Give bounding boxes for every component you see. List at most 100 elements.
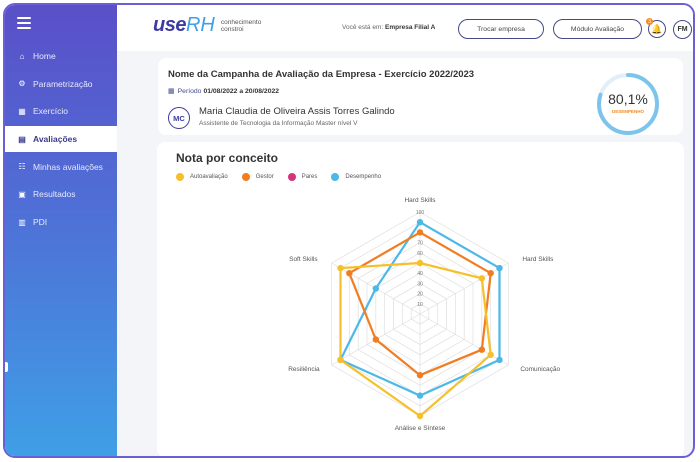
header: use RH conhecimento constroi Você está e… bbox=[117, 5, 693, 51]
sidebar-item-home[interactable]: ⌂ Home bbox=[5, 43, 117, 69]
radar-data-point bbox=[372, 285, 380, 292]
radar-data-point bbox=[496, 356, 503, 364]
radar-data-point bbox=[416, 219, 424, 226]
notification-badge: 3 bbox=[646, 18, 653, 25]
period-value: 01/08/2022 a 20/08/2022 bbox=[203, 87, 280, 95]
campaign-period: ▦ Período 01/08/2022 a 20/08/2022 bbox=[168, 87, 280, 96]
radar-data-point bbox=[416, 392, 424, 399]
clipboard-icon: ▤ bbox=[18, 134, 26, 144]
home-icon: ⌂ bbox=[19, 51, 25, 61]
sidebar-item-pdi[interactable]: ▥ PDI bbox=[5, 209, 117, 235]
legend-item[interactable]: Pares bbox=[287, 173, 318, 181]
chart-card: Nota por conceito Autoavaliação Gestor Par… bbox=[157, 142, 684, 456]
switch-company-button[interactable]: Trocar empresa bbox=[458, 19, 544, 39]
radar-data-point bbox=[372, 336, 380, 343]
radar-tick-label: 60 bbox=[417, 251, 423, 257]
radar-tick-label: 70 bbox=[417, 241, 423, 247]
legend-swatch bbox=[331, 173, 340, 181]
logo-tagline-2: constroi bbox=[220, 25, 244, 33]
sidebar-item-minhas-avaliacoes[interactable]: ☷ Minhas avaliações bbox=[5, 154, 117, 180]
sidebar-item-label: Avaliações bbox=[33, 134, 78, 145]
radar-axis-label: Análise e Síntese bbox=[395, 425, 446, 432]
logo: use RH conhecimento constroi bbox=[153, 14, 261, 37]
user-avatar[interactable]: FM bbox=[673, 20, 692, 39]
radar-data-point bbox=[496, 264, 503, 272]
radar-data-point bbox=[416, 372, 424, 379]
radar-axis-label: Resiliência bbox=[288, 366, 320, 373]
score-ring bbox=[597, 73, 659, 135]
chart-title: Nota por conceito bbox=[176, 151, 279, 165]
list-icon: ☷ bbox=[18, 162, 26, 172]
radar-data-point bbox=[487, 270, 494, 277]
person-role: Assistente de Tecnologia da Informação M… bbox=[199, 120, 358, 127]
legend-item[interactable]: Desempenho bbox=[331, 173, 381, 181]
sidebar-item-label: Resultados bbox=[33, 189, 76, 200]
radar-data-point bbox=[416, 229, 424, 236]
radar-axis-label: Hard Skills bbox=[522, 256, 554, 263]
logo-rh: RH bbox=[185, 14, 215, 36]
radar-data-point bbox=[337, 264, 344, 272]
chart-legend: Autoavaliação Gestor Pares Desempenho bbox=[176, 173, 395, 181]
radar-data-point bbox=[346, 270, 353, 277]
sidebar: ⌂ Home ⚙ Parametrização ▦ Exercício ▤ Avaliaçõe… bbox=[5, 5, 117, 456]
campaign-title: Nome da Campanha de Avaliação da Empresa… bbox=[168, 69, 475, 80]
sidebar-item-exercicio[interactable]: ▦ Exercício bbox=[5, 98, 117, 124]
radar-axis-label: Comunicação bbox=[520, 366, 560, 373]
sidebar-item-label: Parametrização bbox=[33, 78, 93, 89]
bell-icon[interactable]: 🔔 bbox=[648, 20, 666, 38]
radar-data-point bbox=[337, 356, 344, 364]
legend-label: Desempenho bbox=[345, 174, 382, 180]
legend-label: Gestor bbox=[255, 174, 274, 180]
legend-label: Autoavaliação bbox=[190, 174, 228, 180]
legend-label: Pares bbox=[301, 174, 318, 180]
radar-spoke bbox=[419, 313, 509, 366]
gear-icon: ⚙ bbox=[18, 79, 26, 89]
sidebar-item-resultados[interactable]: ▣ Resultados bbox=[5, 181, 117, 207]
person-avatar: MC bbox=[168, 107, 190, 129]
sidebar-item-label: Home bbox=[33, 51, 56, 61]
radar-tick-label: 10 bbox=[417, 302, 423, 308]
bar-chart-icon: ▥ bbox=[18, 217, 26, 227]
sidebar-item-label: PDI bbox=[33, 217, 48, 228]
period-label: Período bbox=[177, 87, 202, 95]
radar-tick-label: 100 bbox=[416, 210, 425, 216]
sidebar-nav: ⌂ Home ⚙ Parametrização ▦ Exercício ▤ Avaliaçõe… bbox=[5, 43, 117, 237]
current-company: Você está em: Empresa Filial A bbox=[342, 24, 435, 31]
legend-swatch bbox=[241, 173, 250, 181]
radar-data-point bbox=[487, 351, 494, 358]
location-prefix: Você está em: bbox=[342, 24, 384, 31]
logo-use: use bbox=[153, 14, 186, 36]
radar-axis-label: Soft Skills bbox=[289, 256, 318, 263]
calendar-icon: ▦ bbox=[168, 88, 175, 95]
sidebar-item-parametrizacao[interactable]: ⚙ Parametrização bbox=[5, 71, 117, 97]
sidebar-item-label: Exercício bbox=[33, 106, 68, 117]
legend-swatch bbox=[176, 173, 184, 181]
module-button[interactable]: Módulo Avaliação bbox=[553, 19, 642, 39]
sidebar-item-label: Minhas avaliações bbox=[33, 161, 103, 172]
radar-data-point bbox=[478, 275, 486, 282]
radar-tick-label: 20 bbox=[417, 292, 423, 298]
campaign-card: Nome da Campanha de Avaliação da Empresa… bbox=[158, 58, 683, 135]
menu-icon[interactable] bbox=[17, 17, 31, 29]
person-name: Maria Claudia de Oliveira Assis Torres G… bbox=[199, 106, 395, 117]
sidebar-item-avaliacoes[interactable]: ▤ Avaliações bbox=[5, 126, 117, 153]
app-window: ⌂ Home ⚙ Parametrização ▦ Exercício ▤ Avaliaçõe… bbox=[3, 3, 695, 458]
radar-data-point bbox=[416, 412, 424, 420]
score-label: DESEMPENHO bbox=[611, 109, 644, 114]
logo-tagline: conhecimento constroi bbox=[221, 19, 261, 33]
legend-item[interactable]: Gestor bbox=[241, 173, 274, 181]
radar-data-point bbox=[416, 259, 424, 267]
radar-data-point bbox=[478, 346, 486, 353]
score-value: 80,1% bbox=[608, 91, 648, 107]
location-company: Empresa Filial A bbox=[385, 24, 436, 31]
sidebar-handle[interactable] bbox=[5, 362, 8, 372]
radar-tick-label: 40 bbox=[417, 271, 423, 277]
radar-axis-label: Hard Skills bbox=[404, 197, 436, 204]
calendar-icon: ▦ bbox=[18, 106, 26, 116]
legend-swatch bbox=[287, 173, 296, 181]
radar-tick-label: 30 bbox=[417, 281, 423, 287]
logo-tagline-1: conhecimento bbox=[220, 18, 262, 26]
radar-spoke bbox=[419, 262, 509, 315]
legend-item[interactable]: Autoavaliação bbox=[176, 173, 228, 181]
